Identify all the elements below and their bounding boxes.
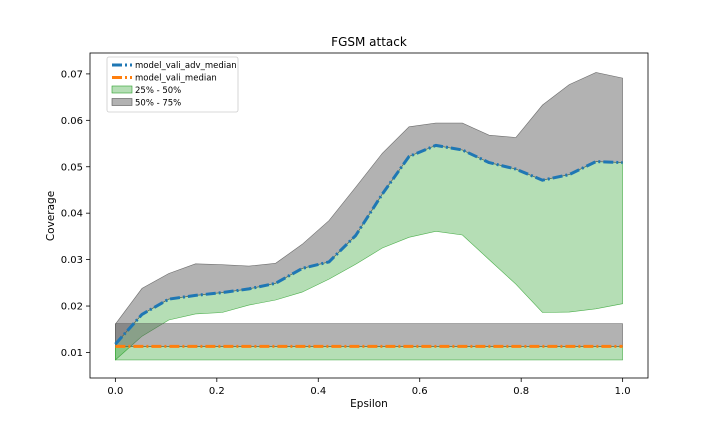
x-tick-label: 1.0	[615, 386, 631, 397]
y-tick-label: 0.02	[61, 302, 83, 313]
band-clean-50-75	[115, 323, 623, 347]
band-clean-25-50	[115, 346, 623, 361]
legend-box	[106, 56, 239, 113]
y-tick-label: 0.04	[61, 209, 83, 220]
chart-title: FGSM attack	[331, 35, 407, 49]
x-tick-label: 0.4	[310, 386, 326, 397]
legend-label: model_vali_median	[135, 74, 217, 84]
y-tick-label: 0.06	[61, 116, 83, 127]
y-tick-label: 0.05	[61, 162, 83, 173]
x-tick-label: 0.8	[513, 386, 529, 397]
legend-swatch-band	[111, 85, 133, 94]
legend-label: 25% - 50%	[135, 86, 181, 96]
legend-label: model_vali_adv_median	[135, 61, 237, 71]
x-tick-label: 0.6	[412, 386, 428, 397]
series-line-model_vali_adv_median	[114, 143, 623, 346]
y-tick-label: 0.07	[61, 69, 83, 80]
axes: 0.0 0.2 0.4 0.6 0.8 1.0 0.01 0.02 0.03 0.04 0.05 0.…	[61, 69, 631, 397]
legend-swatch-band	[111, 98, 133, 106]
y-tick-label: 0.03	[61, 255, 83, 266]
y-axis-label: Coverage	[45, 191, 57, 241]
plot-frame	[89, 52, 649, 379]
x-tick-label: 0.0	[107, 386, 123, 397]
x-axis-label: Epsilon	[350, 398, 388, 410]
legend: model_vali_adv_median model_vali_median 25…	[106, 56, 239, 113]
x-tick-label: 0.2	[209, 386, 225, 397]
plot-area	[114, 72, 623, 361]
y-tick-label: 0.01	[61, 348, 83, 359]
legend-label: 50% - 75%	[135, 99, 181, 109]
